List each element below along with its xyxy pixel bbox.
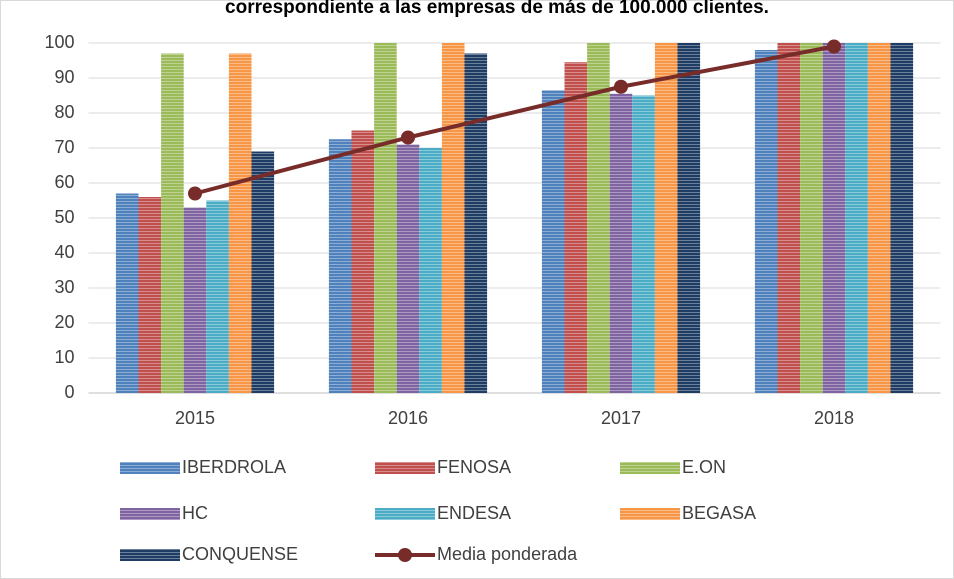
marker xyxy=(827,39,841,54)
y-tick-label: 50 xyxy=(54,207,74,227)
legend-swatch xyxy=(120,508,180,520)
bar xyxy=(800,43,823,393)
legend-label: E.ON xyxy=(682,457,726,477)
bar xyxy=(541,90,565,393)
legend-swatch xyxy=(120,462,180,474)
bar xyxy=(396,144,420,393)
bar xyxy=(890,43,914,393)
bar xyxy=(206,200,229,393)
legend-swatch xyxy=(375,462,435,474)
y-tick-label: 80 xyxy=(54,102,74,122)
y-tick-label: 100 xyxy=(44,32,74,52)
x-tick-label: 2018 xyxy=(814,408,854,428)
bar xyxy=(822,43,846,393)
bar xyxy=(228,53,252,393)
legend-label: FENOSA xyxy=(437,457,511,477)
x-tick-label: 2015 xyxy=(175,408,215,428)
line xyxy=(194,44,835,196)
legend-label: Media ponderada xyxy=(437,544,578,564)
y-tick-label: 30 xyxy=(54,277,74,297)
y-tick-label: 60 xyxy=(54,172,74,192)
bar xyxy=(654,43,678,393)
y-tick-label: 0 xyxy=(64,382,74,402)
bar xyxy=(777,43,801,393)
y-tick-label: 20 xyxy=(54,312,74,332)
bar xyxy=(464,53,488,393)
bar xyxy=(441,43,465,393)
bar xyxy=(374,43,397,393)
marker xyxy=(401,130,415,145)
bar xyxy=(419,148,442,393)
y-tick-label: 10 xyxy=(54,347,74,367)
bar xyxy=(564,62,588,393)
bar xyxy=(115,193,139,393)
bar xyxy=(587,43,610,393)
marker xyxy=(188,186,202,201)
legend-label: IBERDROLA xyxy=(182,457,286,477)
bar xyxy=(609,93,633,393)
bar xyxy=(677,43,701,393)
bar xyxy=(845,43,868,393)
bar xyxy=(328,139,352,393)
bar xyxy=(161,53,184,393)
legend-label: BEGASA xyxy=(682,503,756,523)
bar xyxy=(351,130,375,393)
y-tick-label: 40 xyxy=(54,242,74,262)
legend-label: HC xyxy=(182,503,208,523)
legend-label: ENDESA xyxy=(437,503,511,523)
legend-swatch xyxy=(375,508,435,520)
legend-swatch xyxy=(620,462,680,474)
bar xyxy=(183,207,207,393)
y-tick-label: 70 xyxy=(54,137,74,157)
bar xyxy=(867,43,891,393)
chart-title: correspondiente a las empresas de más de… xyxy=(225,0,769,18)
legend-label: CONQUENSE xyxy=(182,544,298,564)
bar xyxy=(251,151,275,393)
bar xyxy=(138,197,162,393)
legend-marker xyxy=(398,548,412,562)
bar xyxy=(632,95,655,393)
y-tick-label: 90 xyxy=(54,67,74,87)
x-tick-label: 2016 xyxy=(388,408,428,428)
legend-swatch xyxy=(620,508,680,520)
bar xyxy=(754,50,778,393)
marker xyxy=(614,79,628,94)
x-tick-label: 2017 xyxy=(601,408,641,428)
legend-swatch xyxy=(120,549,180,561)
